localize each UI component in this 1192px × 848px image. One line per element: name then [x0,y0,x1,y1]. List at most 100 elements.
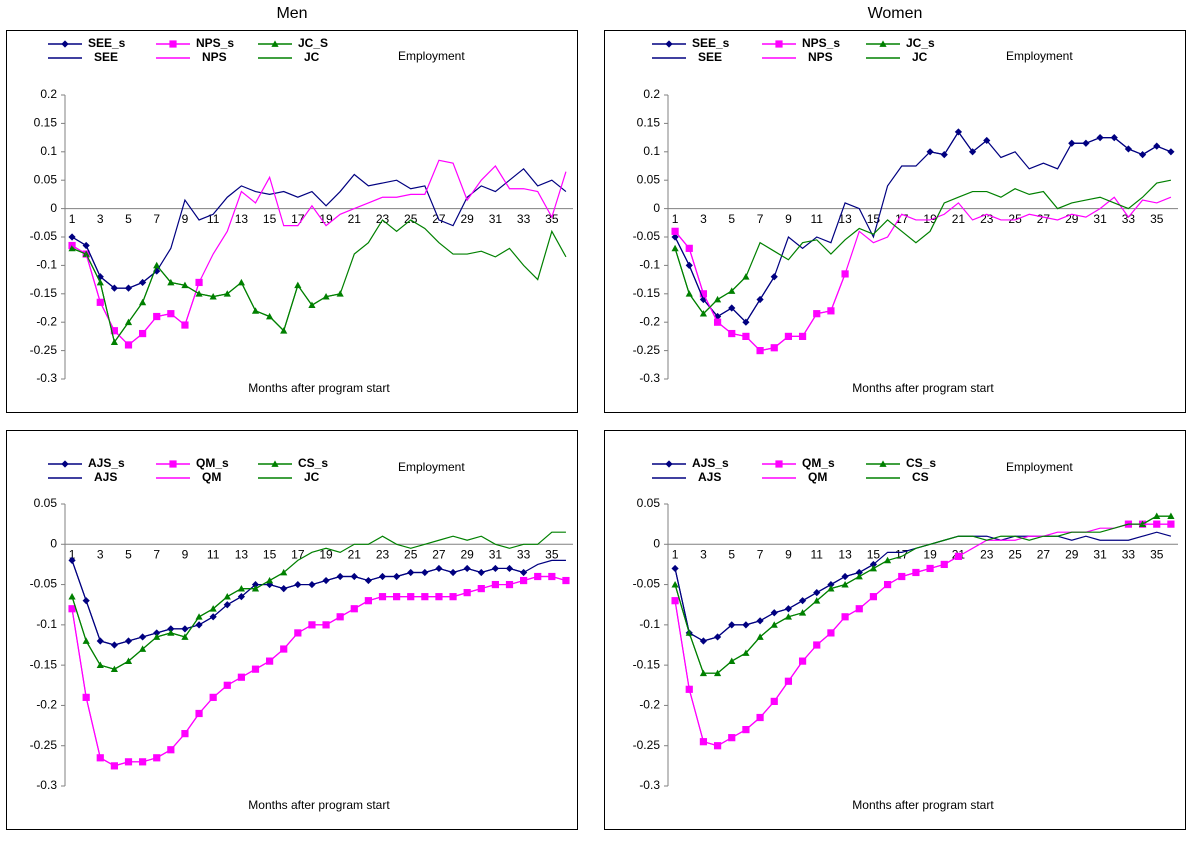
legend-marker [665,40,673,48]
legend-label: JC [304,50,320,64]
y-tick-label: -0.15 [30,286,58,300]
x-tick-label: 5 [728,547,735,561]
annotation: Employment [1006,460,1073,474]
x-tick-label: 35 [1150,212,1164,226]
legend-marker [271,460,279,467]
series-line [71,219,567,344]
legend-label: AJS_s [88,456,125,470]
y-tick-label: 0.1 [643,144,660,158]
y-tick-label: -0.2 [639,314,660,328]
x-tick-label: 31 [489,212,503,226]
y-tick-label: 0 [653,536,660,550]
legend-label: QM_s [196,456,229,470]
panel-frame [6,30,578,413]
x-tick-label: 13 [235,212,249,226]
y-tick-label: 0 [50,201,57,215]
series-line [71,159,567,346]
x-tick-label: 5 [125,212,132,226]
legend-marker [169,460,177,468]
panel: 0.050-0.05-0.1-0.15-0.2-0.25-0.31 3 5 7 9 11 1… [604,430,1186,830]
x-tick-label: 27 [432,212,446,226]
series-line [674,130,1172,324]
y-tick-label: 0 [653,201,660,215]
y-tick-label: -0.15 [633,286,661,300]
panel-frame [604,430,1186,830]
legend-marker [665,460,673,468]
marker [562,576,570,585]
legend-label: JC [912,50,928,64]
x-tick-label: 3 [97,212,104,226]
x-tick-label: 7 [757,547,764,561]
x-tick-label: 1 [69,547,76,561]
legend-marker [775,460,783,468]
panel-frame [6,430,578,830]
column-header: Women [868,5,923,22]
y-tick-label: -0.3 [639,371,660,385]
legend-label: JC_S [298,36,328,50]
x-tick-label: 35 [1150,547,1164,561]
legend-marker [61,460,69,468]
annotation: Employment [398,460,465,474]
y-tick-label: -0.15 [30,657,58,671]
x-tick-label: 25 [1008,547,1022,561]
panel: 0.2 0.15 0.1 0.05 0 -0.05 -0.1 -0.15 -0.2 -0.25 -0… [604,30,1186,413]
x-tick-label: 13 [838,212,852,226]
legend-label: QM_s [802,456,835,470]
legend-label: CS_s [298,456,328,470]
legend-label: QM [202,470,221,484]
series-line [71,559,566,646]
x-tick-label: 19 [319,547,333,561]
x-tick-label: 3 [700,547,707,561]
legend-marker [879,40,887,47]
series-line [71,575,567,767]
legend-label: AJS [94,470,117,484]
x-tick-label: 9 [785,212,792,226]
panel: 0.2 0.15 0.1 0.05 0 -0.05 -0.1 -0.15 -0.2 -0.25 -0… [6,30,578,413]
x-tick-label: 15 [263,547,277,561]
y-tick-label: -0.1 [639,258,660,272]
series-line [674,515,1171,674]
y-tick-label: -0.05 [30,577,58,591]
y-tick-label: 0.15 [34,116,58,130]
y-tick-label: -0.25 [633,738,661,752]
y-tick-label: -0.2 [36,314,57,328]
y-tick-label: 0.05 [637,496,661,510]
x-tick-label: 19 [923,212,937,226]
y-tick-label: -0.25 [633,343,661,357]
x-tick-label: 23 [376,547,390,561]
y-tick-label: -0.2 [639,698,660,712]
x-tick-label: 35 [545,547,559,561]
x-tick-label: 5 [125,547,132,561]
x-tick-label: 31 [1093,547,1107,561]
marker [671,580,679,588]
legend-label: SEE [94,50,118,64]
x-tick-label: 35 [545,212,559,226]
marker [68,233,76,241]
series-line [71,531,566,670]
y-tick-label: 0 [50,536,57,550]
x-tick-label: 7 [153,212,160,226]
panel: 0.050-0.05-0.1-0.15-0.2-0.25-0.31 3 5 7 9 11 1… [6,430,578,830]
x-tick-label: 25 [1008,212,1022,226]
x-tick-label: 33 [517,547,531,561]
x-tick-label: 21 [348,212,362,226]
legend-label: CS_s [906,456,936,470]
x-tick-label: 3 [700,212,707,226]
y-tick-label: 0.05 [34,496,58,510]
x-tick-label: 11 [811,212,824,226]
x-tick-label: 1 [672,547,679,561]
x-tick-label: 9 [785,547,792,561]
x-tick-label: 5 [728,212,735,226]
x-tick-label: 3 [97,547,104,561]
legend-label: NPS_s [196,36,234,50]
y-tick-label: -0.1 [36,258,57,272]
y-tick-label: -0.05 [30,229,58,243]
y-tick-label: 0.05 [637,172,661,186]
x-tick-label: 17 [291,212,305,226]
y-tick-label: -0.2 [36,698,57,712]
x-tick-label: 33 [1122,212,1136,226]
annotation: Employment [398,49,465,63]
legend-marker [169,40,177,48]
x-tick-label: 21 [952,212,966,226]
